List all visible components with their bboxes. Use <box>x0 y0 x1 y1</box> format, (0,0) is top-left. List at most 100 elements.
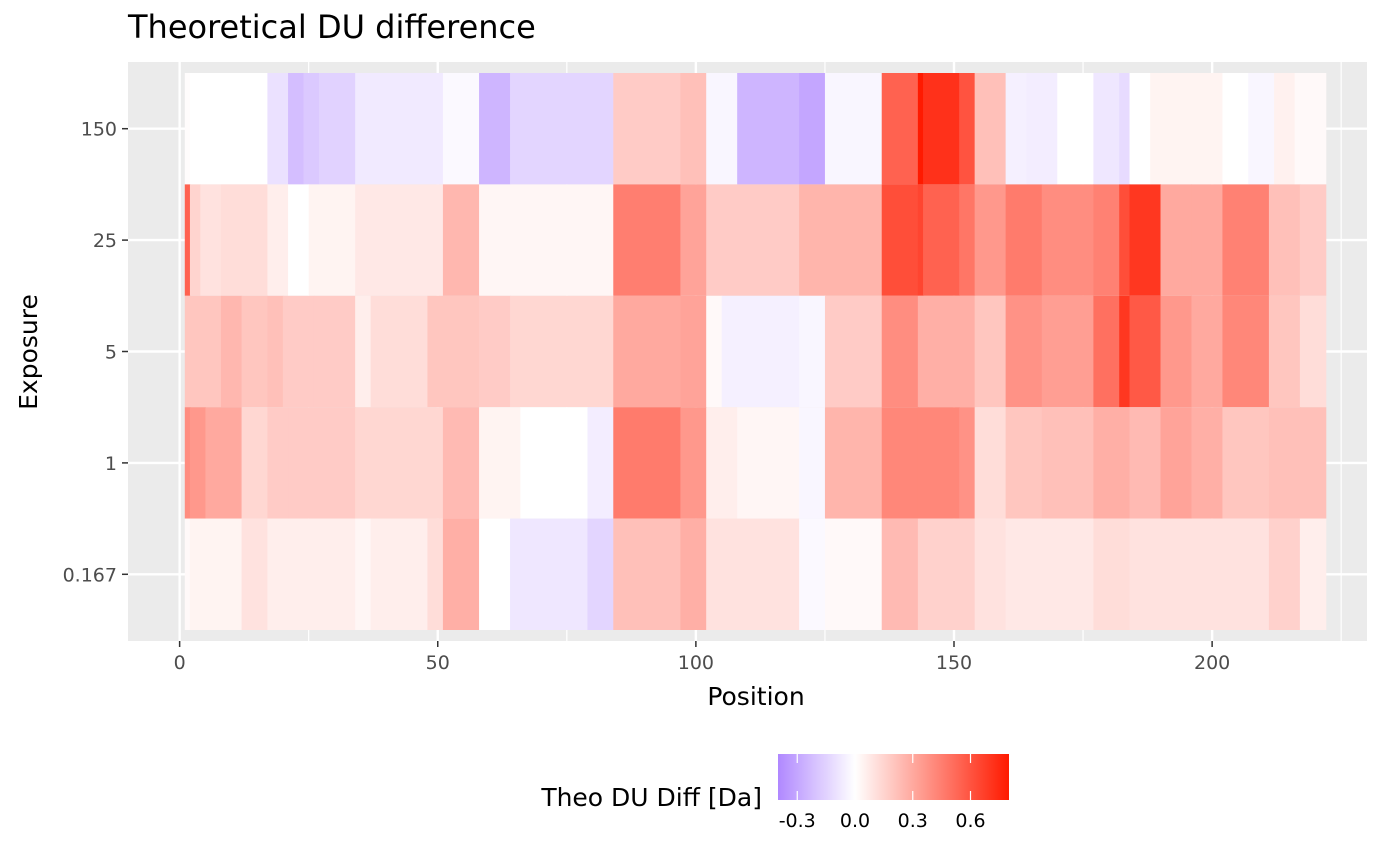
heatmap-tile <box>267 73 289 185</box>
heatmap-tile <box>824 407 883 519</box>
heatmap-tile <box>680 407 707 519</box>
heatmap-tile <box>680 184 707 296</box>
heatmap-tile <box>1041 295 1094 408</box>
heatmap-tile <box>1268 407 1301 519</box>
heatmap-tile <box>613 73 681 185</box>
chart-title: Theoretical DU difference <box>128 8 536 46</box>
heatmap-tile <box>959 407 976 519</box>
heatmap-tile <box>799 184 883 296</box>
heatmap-tile <box>288 184 310 296</box>
heatmap-tile <box>1191 184 1224 296</box>
heatmap-tile <box>613 295 681 408</box>
heatmap-tile <box>917 518 976 630</box>
heatmap-tile <box>241 407 268 519</box>
heatmap-tile <box>370 518 429 630</box>
heatmap-tile <box>1268 184 1301 296</box>
heatmap-tile <box>974 518 1007 630</box>
heatmap-tile <box>881 73 919 185</box>
heatmap-tile <box>1299 407 1327 519</box>
heatmap-tile <box>680 73 707 185</box>
heatmap-tile <box>427 295 480 408</box>
heatmap-tile <box>1129 73 1151 185</box>
heatmap-tile <box>313 295 356 408</box>
heatmap-tile <box>355 407 444 519</box>
heatmap-tile <box>799 295 826 408</box>
heatmap-tile <box>974 295 1007 408</box>
heatmap-tile <box>479 184 614 296</box>
heatmap-tile <box>799 73 826 185</box>
heatmap-tile <box>355 73 444 185</box>
heatmap-tile <box>1222 184 1270 296</box>
color-legend: Theo DU Diff [Da] -0.3 0.0 0.3 0.6 <box>540 754 1009 832</box>
y-tick-label: 0.167 <box>63 564 117 586</box>
heatmap-tile <box>881 295 919 408</box>
heatmap-tile <box>1005 295 1043 408</box>
heatmap-tile <box>1005 518 1094 630</box>
heatmap-tile <box>917 73 924 185</box>
heatmap-tile <box>1160 407 1193 519</box>
x-axis: 0 50 100 150 200 <box>174 641 1230 674</box>
heatmap-tile <box>220 184 268 296</box>
heatmap-tile <box>479 518 511 630</box>
heatmap-tile <box>442 184 480 296</box>
heatmap-tile <box>288 407 356 519</box>
heatmap-tile <box>824 295 883 408</box>
heatmap-tile <box>355 295 372 408</box>
legend-colorbar <box>778 754 1009 800</box>
heatmap-tile <box>442 73 480 185</box>
y-axis-title: Exposure <box>14 294 43 410</box>
heatmap-tile <box>1093 407 1131 519</box>
x-axis-title: Position <box>707 682 804 711</box>
heatmap-tile <box>282 295 315 408</box>
heatmap-tile <box>1299 518 1327 630</box>
heatmap-tile <box>680 295 707 408</box>
x-tick-label: 0 <box>174 652 186 674</box>
heatmap-tile <box>1248 73 1275 185</box>
heatmap-tile <box>1299 295 1327 408</box>
heatmap-tile <box>1222 295 1270 408</box>
heatmap-tile <box>1005 184 1043 296</box>
heatmap-tile <box>1005 407 1043 519</box>
heatmap-tile <box>974 184 1007 296</box>
heatmap-tile <box>917 184 924 296</box>
heatmap-tile <box>917 295 976 408</box>
y-axis: 0.167 1 5 25 150 <box>63 119 128 586</box>
heatmap-tile <box>184 73 191 185</box>
heatmap-tile <box>189 295 222 408</box>
x-tick-label: 150 <box>936 652 972 674</box>
heatmap-tile <box>184 407 191 519</box>
heatmap-tile <box>737 73 800 185</box>
heatmap-tile <box>267 295 284 408</box>
heatmap-tile <box>587 518 614 630</box>
heatmap-tile <box>355 184 444 296</box>
heatmap-tile <box>1294 73 1327 185</box>
heatmap-tile <box>1093 73 1120 185</box>
y-tick-label: 1 <box>105 453 117 475</box>
heatmap-tile <box>267 184 289 296</box>
heatmap-tile <box>917 407 960 519</box>
heatmap-tile <box>613 184 681 296</box>
x-tick-label: 100 <box>678 652 714 674</box>
heatmap-tile <box>355 518 372 630</box>
heatmap-tile <box>1093 295 1120 408</box>
heatmap-tile <box>510 73 614 185</box>
heatmap-tile <box>427 518 444 630</box>
y-tick-label: 5 <box>105 342 117 364</box>
heatmap-tile <box>1160 295 1193 408</box>
legend-title: Theo DU Diff [Da] <box>540 783 762 812</box>
heatmap-tile <box>200 184 222 296</box>
heatmap-tile <box>220 295 243 408</box>
heatmap-tile <box>1119 73 1131 185</box>
heatmap-tile <box>303 73 320 185</box>
heatmap-tile <box>189 518 243 630</box>
heatmap-tile <box>1057 73 1094 185</box>
y-tick-label: 150 <box>81 119 117 141</box>
heatmap-tile <box>442 407 480 519</box>
heatmap-tile <box>923 73 960 185</box>
heatmap-tile <box>959 184 976 296</box>
heatmap-tile <box>613 407 681 519</box>
heatmap-tile <box>1222 73 1249 185</box>
heatmap-tile <box>1129 407 1162 519</box>
heatmap-tile <box>959 73 976 185</box>
heatmap-tile <box>1274 73 1296 185</box>
